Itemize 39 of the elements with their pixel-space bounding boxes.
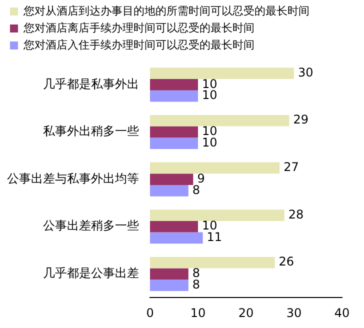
data-label: 10 [202, 76, 218, 91]
data-label: 8 [192, 182, 200, 197]
data-label: 10 [202, 88, 218, 102]
data-label: 9 [197, 171, 205, 186]
x-tick-label: 40 [334, 306, 350, 320]
y-tick-label: 几乎都是私事外出 [43, 76, 139, 91]
x-tick-label: 20 [238, 306, 254, 320]
bar [150, 232, 203, 244]
data-label: 10 [202, 218, 218, 233]
bar [150, 68, 294, 79]
bar [150, 184, 188, 196]
x-tick-label: 0 [146, 306, 154, 320]
legend-label: 您对酒店入住手续办理时间可以忍受的最长时间 [22, 38, 254, 52]
bar [150, 126, 198, 138]
bar [150, 162, 280, 174]
y-tick-label: 私事外出稍多一些 [43, 124, 139, 138]
data-label: 11 [206, 230, 222, 244]
y-tick-label: 公事出差与私事外出均等 [7, 171, 139, 186]
y-tick-label: 公事出差稍多一些 [43, 218, 139, 233]
bar [150, 268, 188, 280]
x-tick-label: 10 [190, 306, 206, 320]
bar [150, 220, 198, 232]
bar [150, 280, 188, 291]
data-label: 29 [293, 112, 308, 127]
data-label: 26 [278, 254, 294, 269]
bar [150, 114, 290, 126]
data-label: 30 [298, 65, 314, 80]
legend-label: 您对从酒店到达办事目的地的所需时间可以忍受的最长时间 [22, 4, 310, 18]
x-tick-label: 30 [286, 306, 302, 320]
data-label: 28 [288, 207, 304, 222]
bar [150, 90, 198, 102]
data-label: 27 [284, 160, 299, 174]
y-tick-label: 几乎都是公事出差 [43, 266, 139, 280]
bar [150, 210, 284, 221]
bar [150, 256, 275, 268]
bar [150, 138, 198, 150]
bar [150, 78, 198, 90]
legend-label: 您对酒店离店手续办理时间可以忍受的最长时间 [22, 21, 254, 34]
bar [150, 174, 194, 185]
